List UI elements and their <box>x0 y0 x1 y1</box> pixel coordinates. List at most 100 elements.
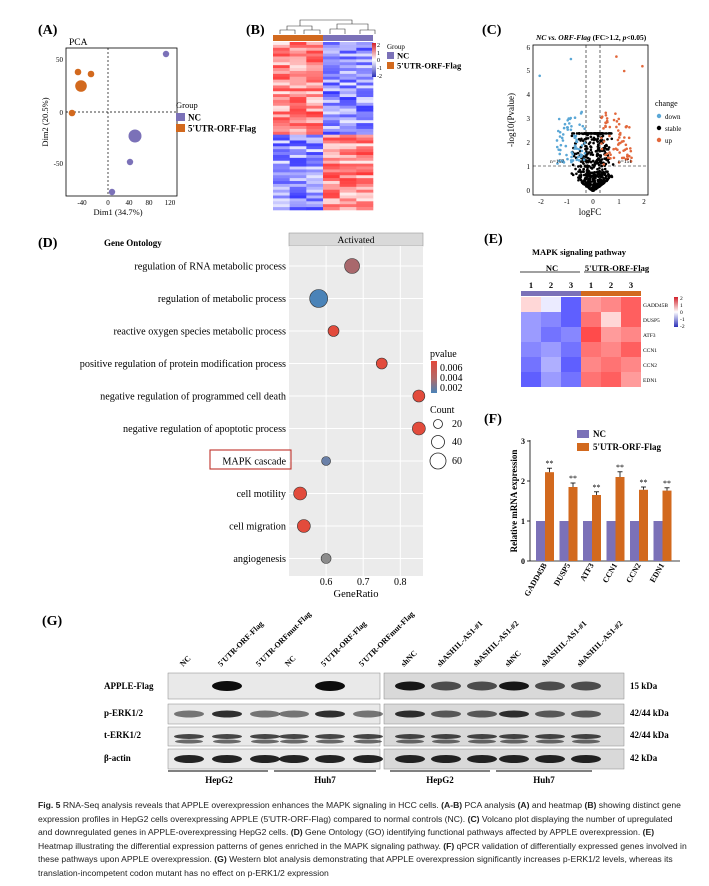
blot-band <box>395 681 425 691</box>
volcano-point <box>569 57 573 61</box>
mapk-col-label: 1 <box>589 280 593 290</box>
blot-band <box>315 710 345 718</box>
volcano-point <box>576 155 580 159</box>
volcano-point <box>628 125 631 129</box>
scale-tick: 1 <box>377 51 380 57</box>
heatmap-cell <box>323 163 340 167</box>
volcano-point <box>588 141 592 144</box>
heatmap-cell <box>289 79 307 83</box>
mapk-scale <box>674 297 678 327</box>
volcano-point <box>597 146 601 149</box>
heatmap-cell <box>356 53 374 57</box>
heatmap-cell <box>289 82 307 86</box>
lane-label: NC <box>178 654 193 669</box>
mapk-col-label: 2 <box>549 280 553 290</box>
scale-tick: 0 <box>377 58 380 64</box>
heatmap-cell <box>273 186 290 191</box>
pca-point <box>128 129 142 143</box>
caption-ref: (A-B) <box>441 800 463 810</box>
heatmap-cell <box>339 42 357 46</box>
volcano-point <box>627 136 631 140</box>
blot-band <box>396 739 424 744</box>
count-tick: 60 <box>452 456 462 467</box>
volcano-point <box>589 160 593 164</box>
volcano-point <box>588 173 592 177</box>
heatmap-cell <box>306 204 324 208</box>
blot-band <box>174 755 204 763</box>
lane-label: shNC <box>503 648 523 668</box>
heatmap-cell <box>273 157 290 162</box>
volcano-point <box>594 173 598 177</box>
heatmap-b-scale <box>372 43 376 77</box>
caption-ref: (E) <box>642 827 655 838</box>
blot-band <box>499 755 529 763</box>
heatmap-cell <box>306 76 324 80</box>
heatmap-cell <box>289 137 307 141</box>
volcano-point <box>576 151 580 155</box>
heatmap-cell <box>306 94 324 98</box>
heatmap-cell <box>306 152 324 156</box>
heatmap-cell <box>273 59 290 63</box>
heatmap-cell <box>273 181 290 185</box>
heatmap-cell <box>289 91 307 95</box>
volcano-point <box>606 172 610 176</box>
volcano-point <box>597 171 600 175</box>
go-dots <box>293 258 426 564</box>
heatmap-cell <box>323 195 340 199</box>
go-term-label: cell migration <box>229 522 286 533</box>
heatmap-cell <box>323 114 340 118</box>
mapk-heatmap: (E) MAPK signaling pathway NC 5'UTR-ORF-… <box>484 232 685 387</box>
panel-label-a: (A) <box>38 23 58 38</box>
bar-nc <box>653 521 663 561</box>
volcano-point <box>600 171 604 174</box>
volcano-point <box>586 169 590 172</box>
heatmap-cell <box>306 140 324 144</box>
volcano-point <box>568 122 571 125</box>
bar-significance: ** <box>663 479 671 488</box>
bar-ytick: 3 <box>521 437 525 446</box>
volcano-point <box>583 178 587 181</box>
volcano-point <box>596 143 600 146</box>
heatmap-b-legend-orf: 5'UTR-ORF-Flag <box>397 61 462 71</box>
heatmap-cell <box>273 62 290 66</box>
volcano-point <box>604 113 608 117</box>
volcano-point <box>598 132 602 135</box>
heatmap-cell <box>289 99 307 104</box>
go-count-circle <box>433 419 443 429</box>
bar-xtick: DUSP5 <box>552 562 572 588</box>
heatmap-cell <box>306 65 324 69</box>
heatmap-cell <box>289 183 307 188</box>
volcano-point <box>574 167 577 171</box>
volcano-point <box>570 124 573 128</box>
bar-significance: ** <box>569 474 577 483</box>
heatmap-cell <box>339 201 357 205</box>
volcano-point <box>615 120 619 123</box>
heatmap-cell <box>356 149 374 153</box>
heatmap-cell <box>323 42 340 46</box>
volcano-point <box>629 159 633 163</box>
heatmap-cell <box>339 56 357 60</box>
heatmap-cell <box>289 97 307 101</box>
heatmap-cell <box>356 134 374 138</box>
mapk-cell <box>621 327 641 342</box>
volcano-point <box>575 138 578 142</box>
volcano-point <box>603 150 607 153</box>
go-term-label: angiogenesis <box>233 554 286 565</box>
caption-text: Gene Ontology (GO) identifying functiona… <box>302 827 643 838</box>
volcano-point <box>577 170 580 173</box>
bar-orf <box>568 487 578 561</box>
volcano-point <box>596 134 600 138</box>
go-term-label: positive regulation of protein modificat… <box>80 359 286 370</box>
volcano-point <box>583 137 587 141</box>
volcano-legend-dot-up <box>656 137 662 143</box>
volcano-point <box>618 136 621 139</box>
pca-ytick: -50 <box>54 160 64 168</box>
volcano-point <box>600 136 603 140</box>
heatmap-cell <box>323 137 340 141</box>
volcano-ytick: 6 <box>527 44 531 52</box>
volcano-point <box>573 147 577 150</box>
heatmap-cell <box>273 111 290 115</box>
volcano-point <box>596 140 599 143</box>
heatmap-cell <box>339 73 357 78</box>
mapk-col-label: 3 <box>569 280 573 290</box>
